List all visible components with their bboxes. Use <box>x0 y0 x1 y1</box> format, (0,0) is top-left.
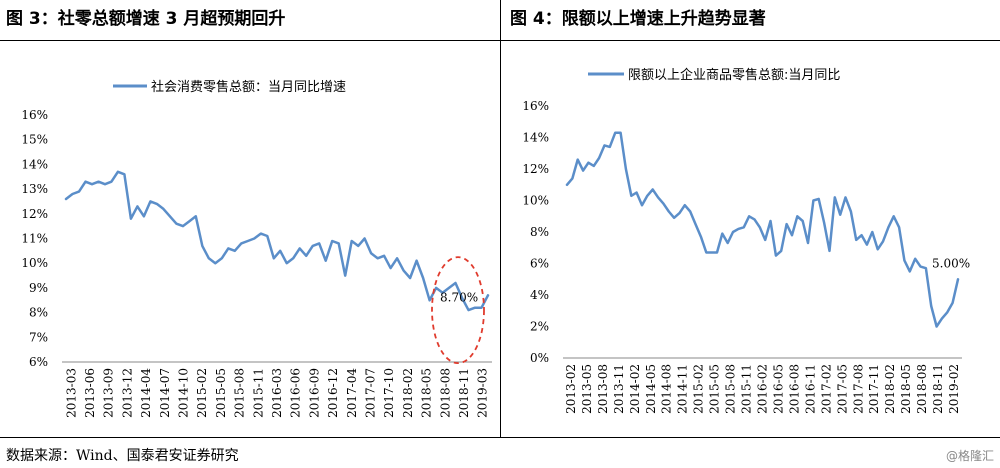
series-line <box>64 170 490 312</box>
y-tick-label: 0% <box>530 351 549 365</box>
x-tick-label: 2018-08 <box>438 368 452 418</box>
x-tick-label: 2015-02 <box>195 368 209 418</box>
x-tick-label: 2017-10 <box>382 368 396 418</box>
x-tick-label: 2013-06 <box>83 368 97 418</box>
x-tick-label: 2013-12 <box>120 368 134 418</box>
y-tick-label: 2% <box>530 320 549 334</box>
x-tick-label: 2015-11 <box>251 368 265 418</box>
y-tick-label: 15% <box>21 133 48 147</box>
y-tick-label: 8% <box>530 225 549 239</box>
right-panel-title: 图 4：限额以上增速上升趋势显著 <box>510 9 766 29</box>
annotation-label: 5.00% <box>932 256 970 270</box>
y-tick-label: 7% <box>29 330 48 344</box>
x-tick-label: 2018-11 <box>457 368 471 418</box>
x-tick-label: 2018-05 <box>420 368 434 418</box>
x-tick-label: 2016-12 <box>326 368 340 418</box>
y-tick-label: 13% <box>21 182 48 196</box>
watermark-text: @格隆汇 <box>945 449 994 463</box>
x-tick-label: 2018-11 <box>931 364 945 414</box>
x-tick-label: 2018-02 <box>883 364 897 414</box>
x-tick-label: 2016-09 <box>307 368 321 418</box>
x-tick-label: 2014-05 <box>644 364 658 414</box>
x-tick-label: 2016-06 <box>289 368 303 418</box>
x-tick-label: 2014-02 <box>628 364 642 414</box>
y-tick-label: 8% <box>29 306 48 320</box>
annotation-label: 8.70% <box>440 290 478 304</box>
x-tick-label: 2015-08 <box>233 368 247 418</box>
y-tick-label: 10% <box>522 194 549 208</box>
y-tick-label: 12% <box>522 162 549 176</box>
x-tick-label: 2018-05 <box>899 364 913 414</box>
y-tick-label: 11% <box>21 232 48 246</box>
x-tick-label: 2016-03 <box>270 368 284 418</box>
x-tick-label: 2017-11 <box>867 364 881 414</box>
x-tick-label: 2013-03 <box>64 368 78 418</box>
x-tick-label: 2015-11 <box>740 364 754 414</box>
x-tick-label: 2018-08 <box>915 364 929 414</box>
y-tick-label: 6% <box>29 355 48 369</box>
y-tick-label: 16% <box>522 99 549 113</box>
x-tick-label: 2014-10 <box>177 368 191 418</box>
x-tick-label: 2015-08 <box>724 364 738 414</box>
x-tick-label: 2013-05 <box>580 364 594 414</box>
x-tick-label: 2017-02 <box>819 364 833 414</box>
highlight-ellipse <box>431 256 485 365</box>
x-tick-label: 2013-11 <box>612 364 626 414</box>
x-tick-label: 2017-08 <box>851 364 865 414</box>
x-tick-label: 2017-07 <box>363 368 377 418</box>
x-tick-label: 2019-03 <box>476 368 490 418</box>
left-panel-title: 图 3：社零总额增速 3 月超预期回升 <box>6 9 286 29</box>
x-tick-label: 2014-08 <box>660 364 674 414</box>
y-tick-label: 10% <box>21 256 48 270</box>
x-tick-label: 2014-11 <box>676 364 690 414</box>
footer-divider <box>0 437 1000 438</box>
y-tick-label: 12% <box>21 207 48 221</box>
y-tick-label: 4% <box>530 288 549 302</box>
data-source-note: 数据来源：Wind、国泰君安证券研究 <box>6 448 239 464</box>
x-tick-label: 2016-02 <box>756 364 770 414</box>
x-tick-label: 2014-04 <box>139 368 153 418</box>
y-tick-label: 16% <box>21 108 48 122</box>
x-tick-label: 2016-08 <box>787 364 801 414</box>
x-tick-label: 2018-02 <box>401 368 415 418</box>
x-tick-label: 2015-02 <box>692 364 706 414</box>
panel-divider <box>500 0 501 437</box>
x-tick-label: 2013-02 <box>564 364 578 414</box>
x-tick-label: 2016-11 <box>803 364 817 414</box>
x-tick-label: 2016-05 <box>771 364 785 414</box>
x-tick-label: 2013-08 <box>596 364 610 414</box>
x-tick-label: 2017-05 <box>835 364 849 414</box>
legend-label: 社会消费零售总额：当月同比增速 <box>151 79 346 95</box>
y-tick-label: 9% <box>29 281 48 295</box>
x-tick-label: 2015-05 <box>214 368 228 418</box>
y-tick-label: 14% <box>21 157 48 171</box>
y-tick-label: 6% <box>530 257 549 271</box>
x-tick-label: 2015-05 <box>708 364 722 414</box>
x-tick-label: 2017-04 <box>345 368 359 418</box>
x-tick-label: 2019-02 <box>947 364 961 414</box>
x-tick-label: 2013-09 <box>102 368 116 418</box>
series-line <box>565 131 960 328</box>
y-tick-label: 14% <box>522 131 549 145</box>
x-tick-label: 2014-07 <box>158 368 172 418</box>
legend-label: 限额以上企业商品零售总额:当月同比 <box>628 67 840 83</box>
